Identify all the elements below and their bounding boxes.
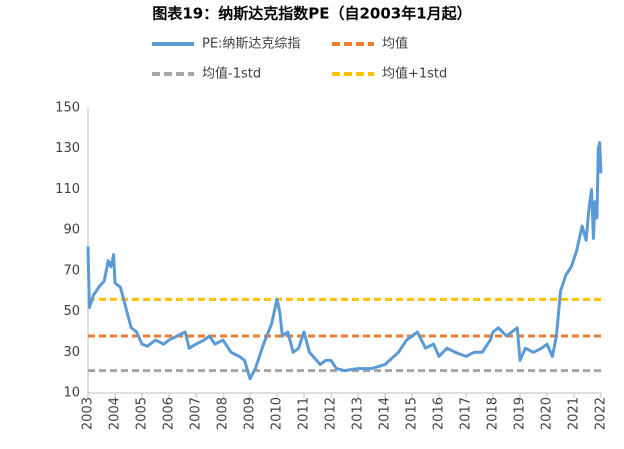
x-tick-label: 2004: [108, 397, 123, 430]
x-tick-label: 2022: [594, 397, 609, 430]
x-tick-label: 2005: [135, 397, 150, 430]
x-tick-label: 2010: [270, 397, 285, 430]
x-tick-label: 2018: [486, 397, 501, 430]
x-tick-label: 2019: [513, 397, 528, 430]
x-tick-label: 2007: [189, 397, 204, 430]
x-tick-label: 2008: [216, 397, 231, 430]
x-tick-label: 2017: [459, 397, 474, 430]
x-tick-label: 2009: [243, 397, 258, 430]
legend-label: 均值: [382, 36, 408, 52]
x-tick-label: 2014: [378, 397, 393, 430]
y-tick-label: 130: [55, 141, 80, 156]
legend-label: 均值+1std: [382, 66, 447, 82]
legend-label: PE:纳斯达克综指: [202, 37, 300, 52]
x-tick-label: 2020: [540, 397, 555, 430]
y-tick-label: 50: [63, 304, 80, 319]
x-tick-label: 2013: [351, 397, 366, 430]
x-tick-label: 2003: [81, 397, 96, 430]
x-tick-label: 2012: [324, 397, 339, 430]
data-line: [86, 141, 603, 381]
x-tick-label: 2015: [405, 397, 420, 430]
x-tick-label: 2016: [432, 397, 447, 430]
y-tick-label: 30: [63, 345, 80, 360]
x-tick-label: 2011: [297, 397, 312, 430]
y-tick-label: 110: [55, 182, 80, 197]
legend-label: 均值-1std: [202, 66, 261, 82]
chart-title: 图表19：纳斯达克指数PE（自2003年1月起）: [152, 5, 471, 23]
y-tick-label: 70: [63, 263, 80, 278]
y-tick-label: 10: [63, 386, 80, 401]
y-tick-label: 90: [63, 223, 80, 238]
x-tick-label: 2021: [567, 397, 582, 430]
y-tick-label: 150: [55, 101, 80, 116]
x-tick-label: 2006: [162, 397, 177, 430]
